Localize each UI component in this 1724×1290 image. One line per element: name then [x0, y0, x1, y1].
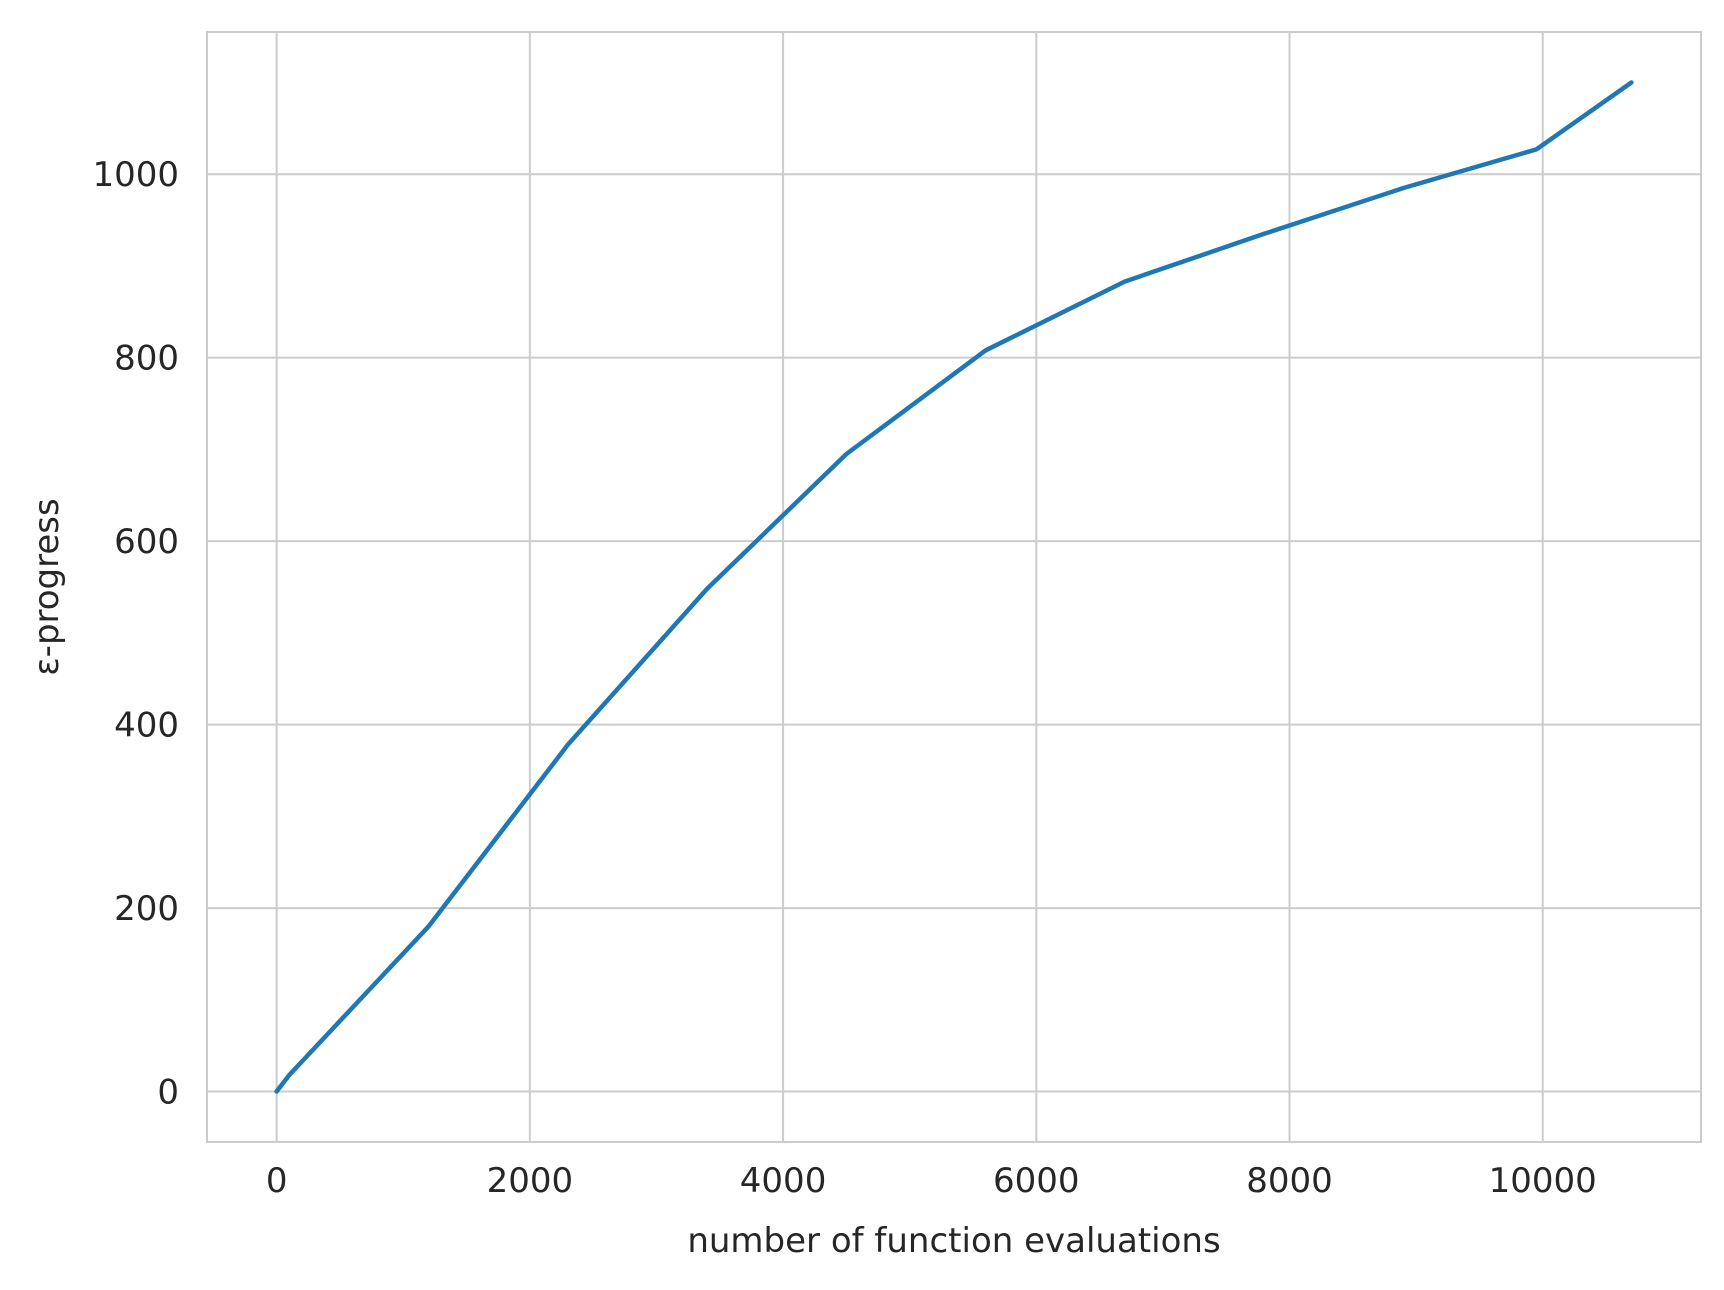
y-axis-label: ε-progress	[27, 498, 67, 675]
x-gridlines	[275, 32, 1544, 1142]
y-tick-label: 600	[114, 522, 179, 562]
x-tick-label: 8000	[1246, 1161, 1333, 1201]
y-tick-label: 200	[114, 889, 179, 929]
y-tick-labels: 0 200 400 600 800 1000	[92, 155, 179, 1112]
x-tick-labels: 0 2000 4000 6000 8000 10000	[266, 1161, 1597, 1201]
y-tick-label: 800	[114, 339, 179, 379]
series-line	[274, 80, 1634, 1094]
x-axis-label: number of function evaluations	[687, 1221, 1220, 1261]
y-tick-label: 1000	[92, 155, 179, 195]
plot-frame	[206, 31, 1702, 1143]
x-tick-label: 10000	[1489, 1161, 1597, 1201]
x-tick-label: 2000	[487, 1161, 574, 1201]
y-tick-label: 0	[157, 1073, 179, 1113]
y-tick-label: 400	[114, 706, 179, 746]
series-layer	[274, 80, 1634, 1094]
x-tick-label: 4000	[740, 1161, 827, 1201]
x-tick-label: 0	[266, 1161, 288, 1201]
x-tick-label: 6000	[993, 1161, 1080, 1201]
